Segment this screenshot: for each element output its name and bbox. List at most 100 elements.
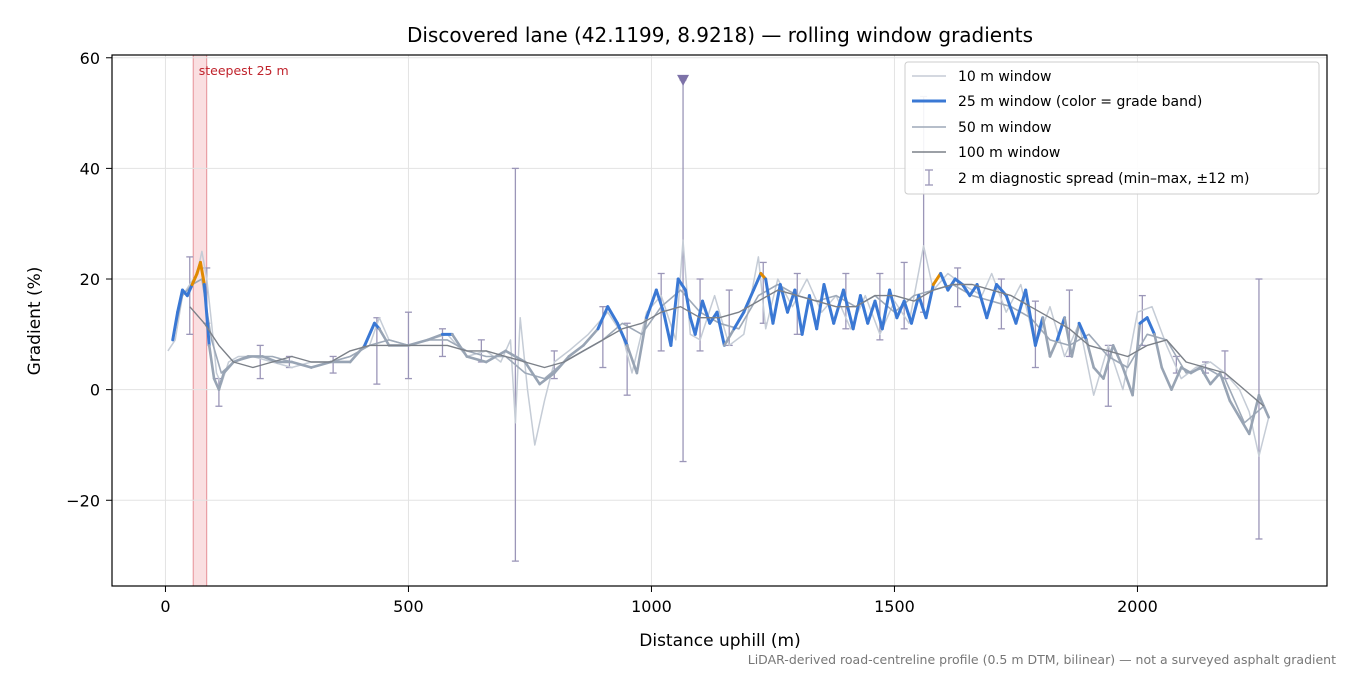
series-25m-seg-29 xyxy=(484,349,507,364)
y-tick-label-2: 20 xyxy=(80,270,100,289)
series-25m-seg-85 xyxy=(975,283,989,320)
series-25m-seg-52 xyxy=(723,327,736,347)
series-25m-seg-28 xyxy=(465,355,488,364)
series-25m-seg-32 xyxy=(538,371,556,386)
chart-title: Discovered lane (42.1199, 8.9218) — roll… xyxy=(407,23,1033,47)
series-25m-seg-102 xyxy=(1121,366,1134,397)
series-25m-seg-116 xyxy=(1247,393,1261,436)
series-25m-seg-67 xyxy=(841,288,855,331)
series-25m-seg-10 xyxy=(217,371,226,391)
series-25m-seg-76 xyxy=(909,294,921,325)
series-25m-seg-80 xyxy=(939,271,950,292)
series-25m-seg-59 xyxy=(778,283,790,314)
series-25m-seg-11 xyxy=(222,360,235,375)
series-25m-seg-44 xyxy=(669,277,680,347)
legend-label-10m: 10 m window xyxy=(958,69,1051,85)
series-25m-seg-8 xyxy=(207,344,216,380)
series-25m-seg-61 xyxy=(793,288,804,336)
x-axis-label: Distance uphill (m) xyxy=(639,631,800,651)
legend-label-50m: 50 m window xyxy=(958,120,1051,136)
series-25m-seg-20 xyxy=(363,321,376,347)
y-tick-label-3: 40 xyxy=(80,159,100,178)
series-25m-seg-22 xyxy=(377,327,391,347)
series-25m-seg-63 xyxy=(807,294,819,331)
x-tick-label-2: 1000 xyxy=(631,597,672,616)
series-25m-seg-55 xyxy=(752,271,763,292)
series-25m-seg-95 xyxy=(1063,316,1074,358)
series-25m-seg-97 xyxy=(1077,321,1088,342)
series-25m-seg-109 xyxy=(1179,366,1193,375)
series-25m-seg-64 xyxy=(815,283,826,331)
series-25m-seg-89 xyxy=(1014,288,1028,325)
series-25m-seg-117 xyxy=(1257,393,1270,419)
x-tick-label-3: 1500 xyxy=(874,597,915,616)
series-25m-seg-74 xyxy=(895,299,906,320)
series-25m-seg-114 xyxy=(1228,399,1241,419)
series-25m-seg-37 xyxy=(606,305,619,325)
series-25m-seg-77 xyxy=(917,294,928,320)
series-25m-seg-86 xyxy=(985,283,999,320)
peak-marker-layer xyxy=(677,74,690,86)
series-25m-seg-4 xyxy=(190,271,199,287)
series-25m-seg-70 xyxy=(866,299,877,325)
series-25m-seg-41 xyxy=(645,288,658,320)
series-25m-seg-6 xyxy=(198,260,206,287)
series-25m-seg-40 xyxy=(635,316,648,375)
series-25m-seg-82 xyxy=(953,277,964,287)
series-25m-seg-57 xyxy=(764,277,775,325)
series-25m-seg-107 xyxy=(1160,366,1173,391)
series-25m-seg-83 xyxy=(961,283,972,298)
series-25m-seg-68 xyxy=(851,294,862,331)
series-25m-seg-103 xyxy=(1131,321,1142,397)
footnote: LiDAR-derived road-centreline profile (0… xyxy=(748,652,1336,667)
series-25m-seg-31 xyxy=(523,360,541,386)
y-tick-label-0: −20 xyxy=(66,491,100,510)
steepest-label: steepest 25 m xyxy=(199,63,289,78)
legend-label-100m: 100 m window xyxy=(958,145,1060,161)
series-25m-seg-60 xyxy=(786,288,797,314)
series-25m-seg-100 xyxy=(1102,344,1115,380)
steepest-band xyxy=(192,54,208,587)
series-25m-seg-25 xyxy=(426,333,444,342)
series-25m-seg-99 xyxy=(1092,366,1105,380)
y-tick-label-1: 0 xyxy=(90,381,100,400)
series-25m-seg-96 xyxy=(1070,321,1081,358)
series-25m-seg-39 xyxy=(625,344,639,375)
series-25m-seg-84 xyxy=(968,283,979,298)
series-25m-seg-90 xyxy=(1024,288,1037,347)
series-25m-seg-110 xyxy=(1189,366,1202,375)
series-25m-seg-42 xyxy=(654,288,666,314)
x-tick-label-0: 0 xyxy=(160,597,170,616)
series-25m-seg-105 xyxy=(1145,316,1156,336)
series-layer xyxy=(167,79,1270,562)
series-25m-seg-33 xyxy=(552,355,571,375)
series-25m-seg-79 xyxy=(931,271,943,287)
series-25m-seg-27 xyxy=(450,333,469,358)
series-25m xyxy=(171,260,1270,436)
axis-ticks: 0 500 1000 1500 2000 −20 0 20 40 60 xyxy=(66,49,1158,616)
series-25m-seg-91 xyxy=(1033,316,1045,347)
series-25m-seg-88 xyxy=(1004,294,1018,325)
legend: 10 m window 25 m window (color = grade b… xyxy=(904,61,1320,195)
legend-label-diag: 2 m diagnostic spread (min–max, ±12 m) xyxy=(958,171,1249,187)
series-25m-seg-112 xyxy=(1209,371,1222,386)
x-tick-label-4: 2000 xyxy=(1117,597,1158,616)
series-25m-seg-94 xyxy=(1055,316,1067,342)
series-25m-seg-1 xyxy=(176,288,184,314)
series-25m-seg-93 xyxy=(1048,338,1059,358)
series-25m-seg-92 xyxy=(1041,316,1052,358)
series-25m-seg-113 xyxy=(1218,371,1232,403)
series-25m-seg-3 xyxy=(185,283,194,298)
series-25m-seg-30 xyxy=(504,349,527,364)
series-25m-seg-49 xyxy=(700,299,712,325)
series-25m-seg-0 xyxy=(171,310,180,342)
series-25m-seg-62 xyxy=(800,294,811,336)
legend-label-25m: 25 m window (color = grade band) xyxy=(958,94,1202,110)
series-25m-seg-53 xyxy=(732,310,746,331)
series-50m-line xyxy=(172,278,1265,424)
series-25m-seg-111 xyxy=(1199,366,1212,386)
series-100m-line xyxy=(189,283,1265,407)
series-25m-seg-115 xyxy=(1238,415,1251,436)
